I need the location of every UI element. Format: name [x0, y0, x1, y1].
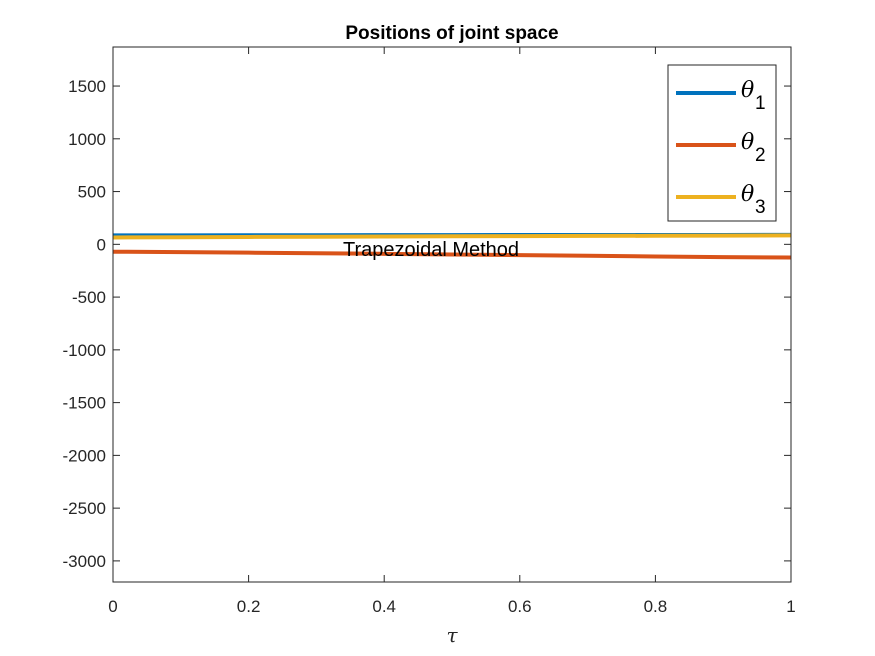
legend-subscript-1: 1: [755, 93, 766, 114]
chart-annotation: Trapezoidal Method: [343, 239, 519, 261]
plot-area-frame: [112, 46, 792, 583]
series-layer: [112, 232, 792, 260]
y-tick-label: 0: [97, 235, 106, 254]
y-axis: 1500 1000 500 0 -500 -1000 -1500 -2000 -2500 -300…: [63, 77, 791, 571]
series-line-2: [112, 249, 792, 260]
y-tick-label: -500: [72, 288, 106, 307]
x-tick-label: 1: [786, 597, 795, 616]
y-tick-label: -2000: [63, 446, 106, 465]
y-tick-label: 500: [78, 183, 106, 202]
x-tick-label: 0.6: [508, 597, 532, 616]
x-axis-label: τ: [446, 623, 458, 647]
x-tick-label: 0.8: [644, 597, 668, 616]
series-line-3: [112, 233, 792, 240]
legend-label-3: θ: [741, 182, 754, 207]
legend-subscript-2: 2: [755, 145, 766, 166]
x-tick-label: 0: [108, 597, 117, 616]
legend-label-1: θ: [741, 78, 754, 103]
legend-subscript-3: 3: [755, 197, 766, 218]
y-tick-label: -1000: [63, 341, 106, 360]
x-axis: 0 0.2 0.4 0.6 0.8 1: [108, 47, 796, 616]
y-tick-label: -3000: [63, 552, 106, 571]
x-tick-label: 0.4: [372, 597, 396, 616]
y-tick-label: -1500: [63, 394, 106, 413]
x-tick-label: 0.2: [237, 597, 261, 616]
y-tick-label: 1000: [68, 130, 106, 149]
chart-title: Positions of joint space: [345, 23, 558, 44]
legend-label-2: θ: [741, 130, 754, 155]
y-tick-label: 1500: [68, 77, 106, 96]
y-tick-label: -2500: [63, 499, 106, 518]
